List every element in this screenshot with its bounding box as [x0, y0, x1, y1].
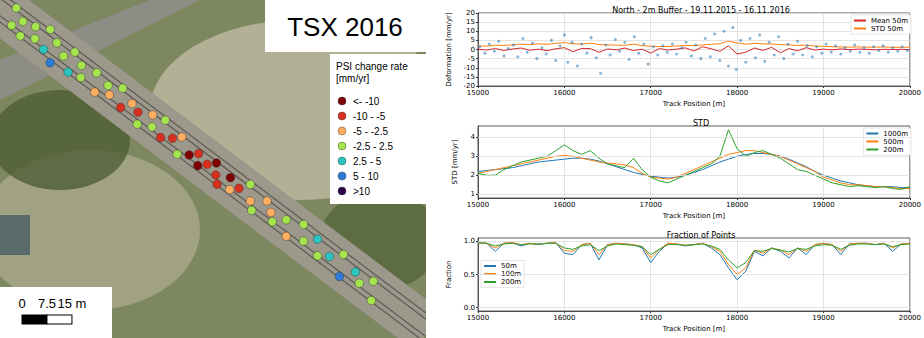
svg-text:-2.5 - 2.5: -2.5 - 2.5	[353, 141, 393, 152]
svg-text:5 - 10: 5 - 10	[353, 171, 379, 182]
svg-text:1: 1	[471, 190, 475, 198]
svg-text:1000m: 1000m	[883, 130, 908, 138]
svg-text:3: 3	[471, 152, 475, 160]
svg-text:200m: 200m	[883, 146, 903, 154]
svg-text:-20: -20	[463, 82, 475, 90]
svg-text:20000: 20000	[899, 201, 921, 209]
svg-text:4: 4	[471, 133, 476, 141]
svg-text:PSI change rate: PSI change rate	[336, 61, 408, 72]
svg-text:0.0: 0.0	[464, 304, 475, 312]
svg-text:20: 20	[466, 9, 475, 17]
svg-text:19000: 19000	[812, 89, 834, 97]
svg-text:16000: 16000	[553, 89, 575, 97]
svg-text:5: 5	[471, 36, 475, 44]
svg-text:15: 15	[466, 18, 475, 26]
svg-text:Deformation [mm/yr]: Deformation [mm/yr]	[445, 12, 453, 87]
svg-text:-10 - -5: -10 - -5	[353, 111, 386, 122]
svg-text:19000: 19000	[812, 201, 834, 209]
svg-text:100m: 100m	[501, 270, 521, 278]
svg-text:17000: 17000	[640, 201, 662, 209]
svg-text:18000: 18000	[726, 201, 748, 209]
svg-text:17000: 17000	[640, 314, 662, 322]
svg-text:STD: STD	[693, 119, 709, 128]
svg-text:17000: 17000	[640, 89, 662, 97]
svg-text:[mm/yr]: [mm/yr]	[336, 73, 370, 84]
svg-text:-5 - -2.5: -5 - -2.5	[353, 126, 388, 137]
svg-text:-5: -5	[468, 55, 475, 63]
svg-text:North - 2m Buffer - 19.11.2015: North - 2m Buffer - 19.11.2015 - 16.11.2…	[612, 6, 790, 15]
svg-text:Track Position [m]: Track Position [m]	[662, 325, 726, 333]
svg-text:0.5: 0.5	[464, 271, 475, 279]
svg-text:15000: 15000	[467, 89, 489, 97]
svg-text:15000: 15000	[467, 314, 489, 322]
svg-text:19000: 19000	[812, 314, 834, 322]
svg-text:Track Position [m]: Track Position [m]	[662, 212, 726, 220]
svg-text:>10: >10	[353, 186, 370, 197]
svg-text:TSX 2016: TSX 2016	[287, 12, 403, 42]
svg-text:-10: -10	[464, 64, 475, 72]
svg-text:2.5 - 5: 2.5 - 5	[353, 156, 382, 167]
svg-text:500m: 500m	[883, 138, 903, 146]
svg-text:1.0: 1.0	[464, 237, 475, 245]
svg-text:STD 50m: STD 50m	[871, 25, 903, 33]
svg-text:0: 0	[18, 296, 25, 311]
svg-text:Mean 50m: Mean 50m	[871, 17, 908, 25]
svg-text:Fraction of Points: Fraction of Points	[667, 231, 736, 240]
svg-text:<- -10: <- -10	[353, 96, 380, 107]
svg-text:18000: 18000	[726, 314, 748, 322]
svg-text:16000: 16000	[553, 201, 575, 209]
svg-text:STD [mm/yr]: STD [mm/yr]	[451, 139, 459, 184]
svg-text:Fraction: Fraction	[445, 261, 453, 289]
svg-text:18000: 18000	[726, 89, 748, 97]
svg-text:2: 2	[471, 171, 475, 179]
svg-text:7.5: 7.5	[38, 296, 56, 311]
svg-text:20000: 20000	[899, 314, 921, 322]
svg-text:15000: 15000	[467, 201, 489, 209]
svg-text:50m: 50m	[501, 262, 517, 270]
svg-text:10: 10	[466, 27, 475, 35]
svg-text:20000: 20000	[899, 89, 921, 97]
svg-text:0: 0	[471, 46, 475, 54]
svg-text:200m: 200m	[501, 278, 521, 286]
svg-text:-15: -15	[464, 73, 475, 81]
svg-text:Track Position [m]: Track Position [m]	[662, 100, 726, 108]
svg-text:15 m: 15 m	[57, 296, 86, 311]
svg-text:16000: 16000	[553, 314, 575, 322]
